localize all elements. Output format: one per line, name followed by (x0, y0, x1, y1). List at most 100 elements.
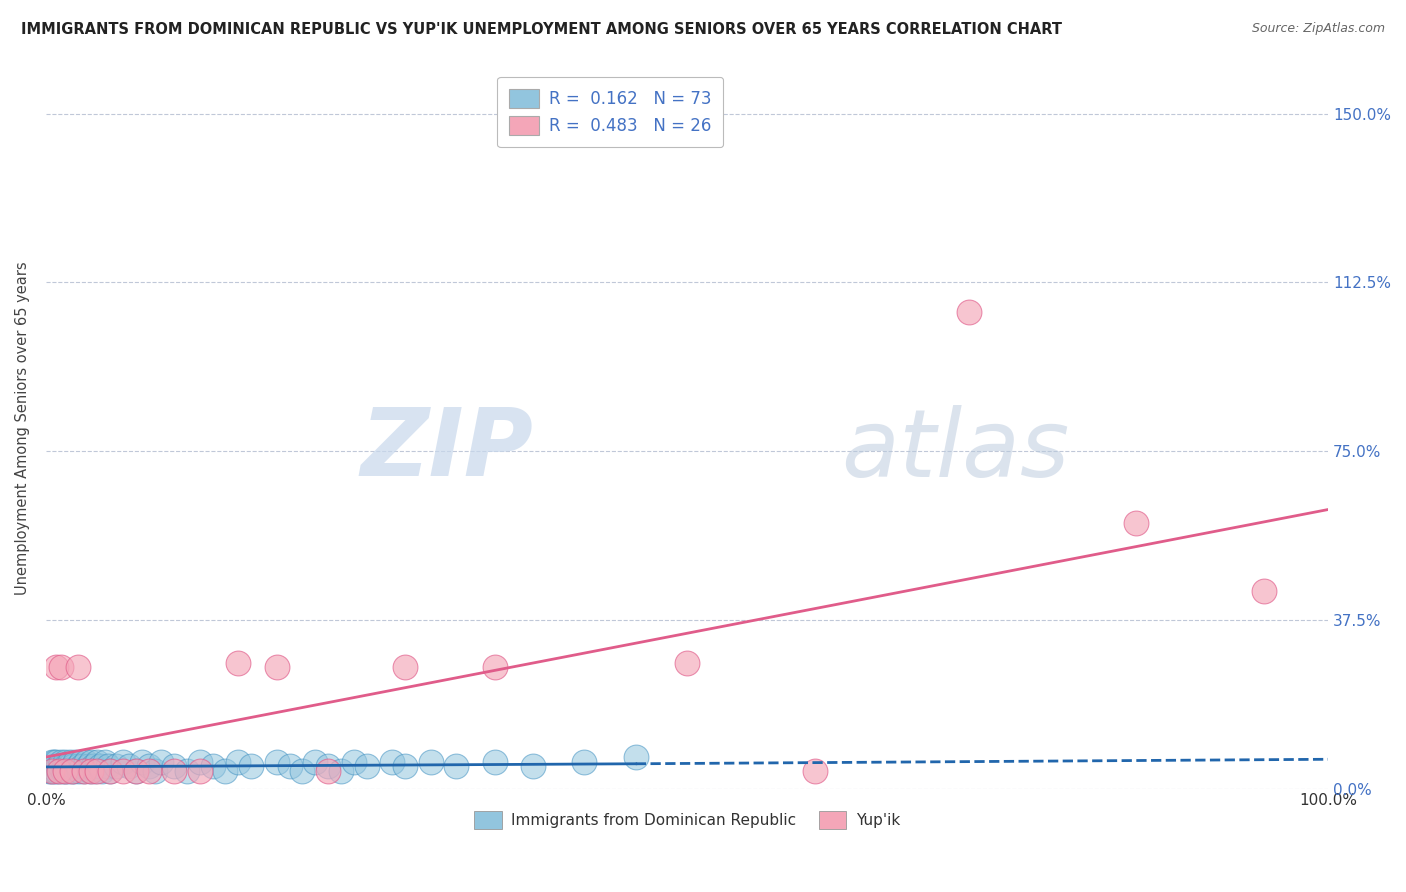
Point (446, 759, 468, 773)
Point (804, 764, 827, 778)
Point (214, 764, 236, 778)
Point (419, 755, 441, 769)
Point (51, 660, 73, 674)
Point (38, 764, 60, 778)
Point (96, 759, 118, 773)
Point (394, 759, 416, 773)
Point (138, 759, 160, 773)
Point (73, 764, 96, 778)
Point (316, 764, 339, 778)
Point (624, 750, 647, 764)
Point (62, 759, 84, 773)
Text: IMMIGRANTS FROM DOMINICAN REPUBLIC VS YUP'IK UNEMPLOYMENT AMONG SENIORS OVER 65 : IMMIGRANTS FROM DOMINICAN REPUBLIC VS YU… (21, 22, 1062, 37)
Point (201, 759, 224, 773)
Point (143, 764, 166, 778)
Text: Source: ZipAtlas.com: Source: ZipAtlas.com (1251, 22, 1385, 36)
Point (957, 304, 980, 318)
Point (66, 660, 89, 674)
Point (48, 764, 70, 778)
Point (53, 764, 76, 778)
Point (105, 759, 128, 773)
Point (329, 764, 352, 778)
Point (41, 755, 63, 769)
Point (89, 759, 111, 773)
Point (266, 660, 288, 674)
Point (266, 755, 288, 769)
Point (49, 759, 72, 773)
Point (150, 755, 173, 769)
Point (45, 755, 67, 769)
Point (67, 764, 90, 778)
Point (51, 755, 73, 769)
Point (316, 759, 339, 773)
Point (75, 755, 97, 769)
Text: ZIP: ZIP (360, 404, 533, 496)
Y-axis label: Unemployment Among Seniors over 65 years: Unemployment Among Seniors over 65 years (15, 261, 30, 595)
Point (52, 764, 75, 778)
Point (39, 764, 62, 778)
Point (188, 755, 211, 769)
Point (56, 764, 79, 778)
Point (82, 759, 104, 773)
Text: atlas: atlas (841, 405, 1069, 496)
Point (73, 764, 96, 778)
Point (55, 759, 77, 773)
Point (53, 755, 76, 769)
Point (52, 759, 75, 773)
Point (46, 759, 69, 773)
Point (484, 660, 506, 674)
Point (118, 759, 141, 773)
Point (38, 759, 60, 773)
Point (94, 755, 117, 769)
Point (69, 755, 91, 769)
Point (163, 759, 186, 773)
Point (522, 759, 544, 773)
Point (70, 759, 93, 773)
Point (91, 764, 114, 778)
Point (48, 764, 70, 778)
Point (45, 764, 67, 778)
Point (53, 764, 76, 778)
Point (58, 759, 80, 773)
Point (63, 764, 86, 778)
Point (80, 755, 103, 769)
Point (59, 755, 82, 769)
Point (278, 759, 301, 773)
Point (98, 764, 121, 778)
Point (42, 755, 65, 769)
Point (304, 755, 326, 769)
Legend: Immigrants from Dominican Republic, Yup'ik: Immigrants from Dominican Republic, Yup'… (468, 805, 905, 835)
Point (66, 759, 89, 773)
Point (394, 660, 416, 674)
Point (83, 764, 105, 778)
Point (42, 764, 65, 778)
Point (1253, 583, 1275, 598)
Point (356, 759, 378, 773)
Point (98, 764, 121, 778)
Point (676, 656, 699, 670)
Point (188, 764, 211, 778)
Point (291, 764, 314, 778)
Point (65, 755, 87, 769)
Point (45, 660, 67, 674)
Point (138, 764, 160, 778)
Point (80, 764, 103, 778)
Point (240, 759, 263, 773)
Point (574, 755, 596, 769)
Point (111, 764, 134, 778)
Point (60, 764, 83, 778)
Point (343, 755, 366, 769)
Point (163, 764, 186, 778)
Point (111, 755, 134, 769)
Point (77, 759, 100, 773)
Point (125, 764, 148, 778)
Point (381, 755, 404, 769)
Point (125, 764, 148, 778)
Point (44, 759, 66, 773)
Point (60, 764, 83, 778)
Point (176, 764, 198, 778)
Point (86, 755, 108, 769)
Point (1125, 516, 1147, 530)
Point (226, 755, 249, 769)
Point (226, 656, 249, 670)
